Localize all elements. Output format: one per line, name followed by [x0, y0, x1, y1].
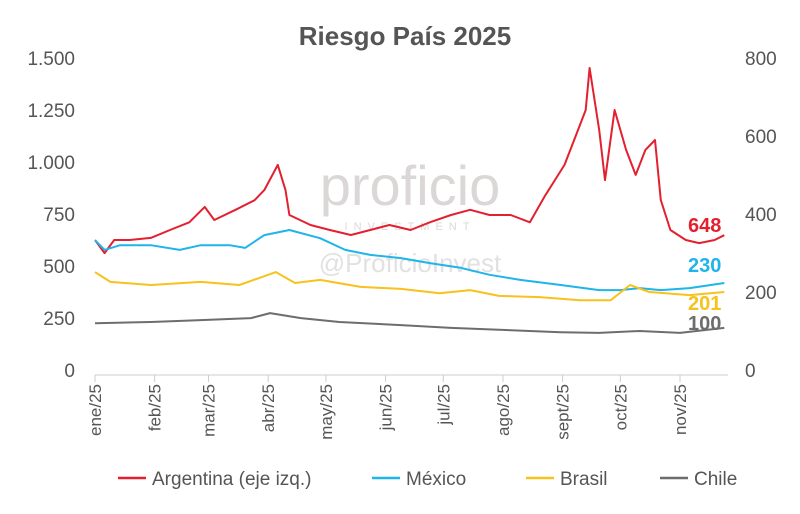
- x-tick-label: sept/25: [554, 384, 573, 440]
- x-tick-label: feb/25: [146, 384, 165, 431]
- left-tick-label: 1.500: [27, 49, 75, 70]
- series-line-méxico: [94, 229, 725, 292]
- right-tick-label: 800: [745, 49, 777, 70]
- legend-item: Chile: [660, 469, 737, 490]
- legend-label: Brasil: [560, 469, 608, 490]
- x-tick-label: nov/25: [671, 384, 690, 435]
- legend-item: Argentina (eje izq.): [118, 469, 311, 490]
- watermark: proficio INVESTMENT @ProficioInvest: [319, 154, 502, 278]
- x-tick-label: ene/25: [86, 384, 105, 436]
- x-tick-label: abr/25: [259, 384, 278, 432]
- right-tick-label: 600: [745, 127, 777, 148]
- left-tick-label: 750: [43, 205, 75, 226]
- legend-item: Brasil: [526, 469, 608, 490]
- right-tick-label: 0: [745, 361, 756, 382]
- series-line-brasil: [94, 271, 725, 302]
- left-tick-label: 1.250: [27, 101, 75, 122]
- x-tick-label: mar/25: [200, 384, 219, 437]
- end-value-label: 100: [688, 313, 721, 335]
- x-tick-label: jul/25: [434, 384, 453, 426]
- end-value-label: 201: [688, 293, 721, 315]
- watermark-sub: INVESTMENT: [345, 221, 476, 233]
- legend-label: Argentina (eje izq.): [152, 469, 311, 490]
- legend-label: México: [406, 469, 466, 490]
- right-tick-label: 200: [745, 283, 777, 304]
- chart-title: Riesgo País 2025: [299, 21, 511, 51]
- left-tick-label: 500: [43, 257, 75, 278]
- legend-item: México: [372, 469, 466, 490]
- left-tick-label: 0: [64, 361, 75, 382]
- end-value-label: 648: [688, 215, 721, 237]
- x-tick-label: may/25: [317, 384, 336, 440]
- x-tick-label: ago/25: [494, 384, 513, 436]
- watermark-handle: @ProficioInvest: [319, 248, 502, 278]
- watermark-brand: proficio: [320, 154, 501, 217]
- series-line-chile: [94, 312, 725, 334]
- x-tick-label: oct/25: [611, 384, 630, 430]
- left-tick-label: 250: [43, 309, 75, 330]
- series-line-argentina: [94, 67, 725, 255]
- legend-label: Chile: [694, 469, 737, 490]
- left-tick-label: 1.000: [27, 153, 75, 174]
- end-value-label: 230: [688, 255, 721, 277]
- right-tick-label: 400: [745, 205, 777, 226]
- x-tick-label: jun/25: [377, 384, 396, 431]
